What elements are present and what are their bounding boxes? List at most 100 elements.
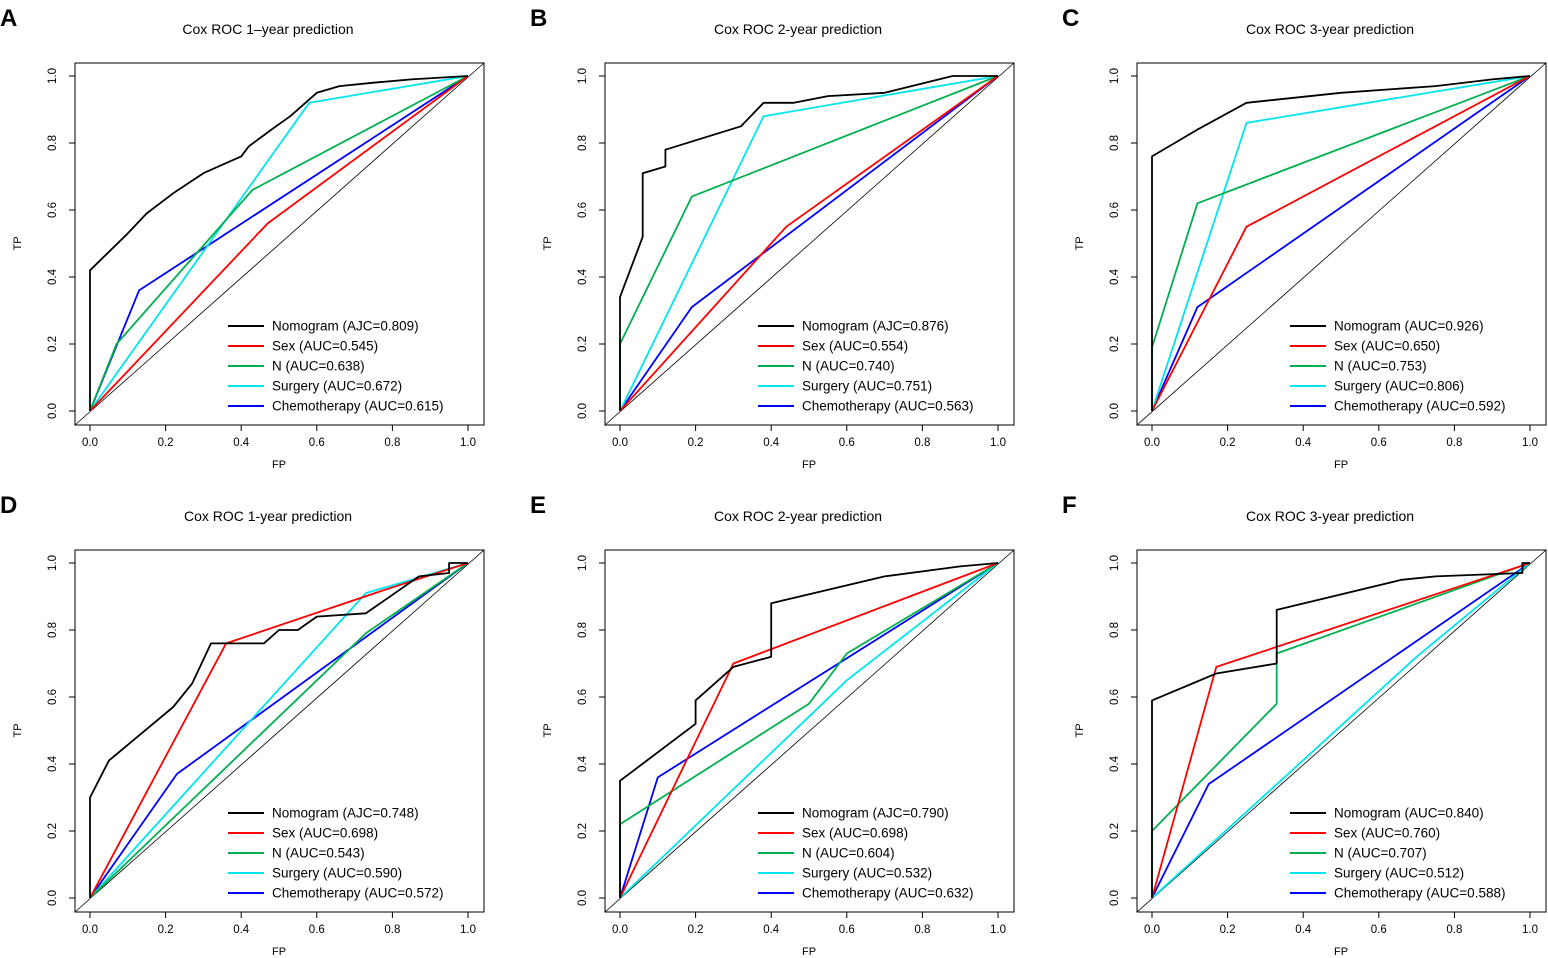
panel-letter: E (530, 492, 546, 519)
panel-letter: A (0, 5, 17, 32)
y-tick-label: 0.6 (47, 689, 59, 705)
plot-frame (74, 549, 485, 913)
panel-b: B Cox ROC 2-year prediction 0.0 0.2 0.4 0.6 0.… (530, 5, 1015, 471)
y-tick-label: 0.8 (1109, 135, 1121, 151)
x-tick-label: 0.6 (839, 437, 855, 449)
roc-curve-surgery (619, 562, 999, 899)
y-tick-label: 0.6 (47, 202, 59, 218)
x-tick-label: 0.4 (1295, 924, 1312, 936)
roc-curve-nomogram (89, 75, 469, 411)
x-tick-label: 0.6 (839, 924, 855, 936)
x-tick-label: 0.0 (612, 437, 628, 449)
y-tick-label: 1.0 (577, 68, 589, 84)
panel-e: E Cox ROC 2-year prediction 0.0 0.2 0.4 0.6 0.… (530, 492, 1015, 958)
y-tick-label: 0.8 (47, 622, 59, 638)
legend-label-n: N (AUC=0.604) (802, 846, 895, 861)
reference-diagonal (1136, 549, 1547, 913)
chart-title: Cox ROC 1-year prediction (184, 508, 352, 524)
roc-curve-chemotherapy (1151, 75, 1531, 412)
x-tick-label: 0.0 (1144, 437, 1160, 449)
x-tick-label: 0.4 (233, 924, 250, 936)
x-tick-label: 0.6 (1371, 437, 1387, 449)
x-tick-label: 1.0 (990, 437, 1006, 449)
plot-frame (604, 62, 1015, 426)
y-tick-label: 0.8 (577, 135, 589, 151)
x-tick-label: 0.8 (1446, 437, 1462, 449)
roc-curve-nomogram (1151, 75, 1531, 411)
y-tick-label: 0.8 (1109, 622, 1121, 638)
x-tick-label: 1.0 (990, 924, 1006, 936)
roc-curve-sex (1151, 562, 1531, 899)
legend-label-nomogram: Nomogram (AUC=0.840) (1334, 806, 1484, 821)
x-tick-label: 0.0 (1144, 924, 1160, 936)
x-tick-label: 1.0 (1522, 924, 1538, 936)
roc-curve-n (89, 75, 469, 412)
y-tick-label: 0.0 (47, 890, 59, 906)
legend-label-chemotherapy: Chemotherapy (AUC=0.632) (802, 886, 973, 901)
y-axis-label: TP (12, 723, 24, 737)
x-tick-label: 1.0 (460, 924, 476, 936)
plot-frame (74, 62, 485, 426)
x-tick-label: 0.4 (233, 437, 250, 449)
y-tick-label: 0.2 (577, 823, 589, 839)
x-axis-label: FP (802, 459, 816, 471)
roc-curve-chemotherapy (619, 75, 999, 412)
legend: Nomogram (AJC=0.790) Sex (AUC=0.698) N (AU… (758, 806, 973, 901)
legend-label-surgery: Surgery (AUC=0.751) (802, 379, 932, 394)
y-tick-label: 0.0 (47, 403, 59, 419)
x-tick-label: 0.6 (309, 924, 325, 936)
y-tick-label: 0.4 (1109, 755, 1121, 772)
legend-label-sex: Sex (AUC=0.554) (802, 339, 908, 354)
y-tick-label: 0.6 (577, 689, 589, 705)
roc-curve-sex (619, 75, 999, 412)
legend: Nomogram (AJC=0.809) Sex (AUC=0.545) N (AU… (228, 319, 443, 414)
y-tick-label: 0.4 (577, 755, 589, 772)
y-tick-label: 0.2 (1109, 336, 1121, 352)
y-tick-label: 0.6 (1109, 202, 1121, 218)
y-tick-label: 1.0 (47, 68, 59, 84)
x-tick-label: 1.0 (460, 437, 476, 449)
x-tick-label: 0.2 (688, 924, 704, 936)
panel-c: C Cox ROC 3-year prediction 0.0 0.2 0.4 0.6 0.… (1062, 5, 1547, 471)
x-tick-label: 1.0 (1522, 437, 1538, 449)
legend-label-chemotherapy: Chemotherapy (AUC=0.563) (802, 399, 973, 414)
y-tick-label: 0.0 (1109, 403, 1121, 419)
y-tick-label: 0.4 (47, 755, 59, 772)
y-tick-label: 1.0 (577, 555, 589, 571)
roc-curve-sex (89, 75, 469, 412)
y-tick-label: 0.0 (577, 403, 589, 419)
x-tick-label: 0.8 (384, 924, 400, 936)
y-tick-label: 0.0 (1109, 890, 1121, 906)
x-tick-label: 0.2 (688, 437, 704, 449)
roc-curve-chemotherapy (619, 562, 999, 899)
legend-label-sex: Sex (AUC=0.698) (802, 826, 908, 841)
roc-curve-sex (1151, 75, 1531, 412)
legend-label-nomogram: Nomogram (AUC=0.926) (1334, 319, 1484, 334)
x-tick-label: 0.2 (1220, 924, 1236, 936)
roc-curve-nomogram (619, 75, 998, 411)
reference-diagonal (1136, 62, 1547, 426)
x-tick-label: 0.2 (158, 924, 174, 936)
y-tick-label: 0.8 (577, 622, 589, 638)
legend: Nomogram (AUC=0.840) Sex (AUC=0.760) N (AU… (1290, 806, 1505, 901)
y-tick-label: 0.2 (47, 336, 59, 352)
y-axis-label: TP (1074, 236, 1086, 250)
x-tick-label: 0.2 (1220, 437, 1236, 449)
y-tick-label: 0.8 (47, 135, 59, 151)
panel-letter: D (0, 492, 17, 519)
legend-label-n: N (AUC=0.753) (1334, 359, 1427, 374)
legend-label-nomogram: Nomogram (AJC=0.748) (272, 806, 419, 821)
legend-label-sex: Sex (AUC=0.650) (1334, 339, 1440, 354)
y-tick-label: 0.6 (1109, 689, 1121, 705)
x-tick-label: 0.4 (763, 924, 780, 936)
legend-label-surgery: Surgery (AUC=0.672) (272, 379, 402, 394)
y-axis-label: TP (542, 236, 554, 250)
legend-label-n: N (AUC=0.543) (272, 846, 365, 861)
plot-frame (1136, 62, 1547, 426)
reference-diagonal (604, 62, 1015, 426)
chart-title: Cox ROC 2-year prediction (714, 508, 882, 524)
roc-curve-surgery (89, 75, 469, 412)
chart-title: Cox ROC 2-year prediction (714, 21, 882, 37)
legend: Nomogram (AUC=0.926) Sex (AUC=0.650) N (AU… (1290, 319, 1505, 414)
